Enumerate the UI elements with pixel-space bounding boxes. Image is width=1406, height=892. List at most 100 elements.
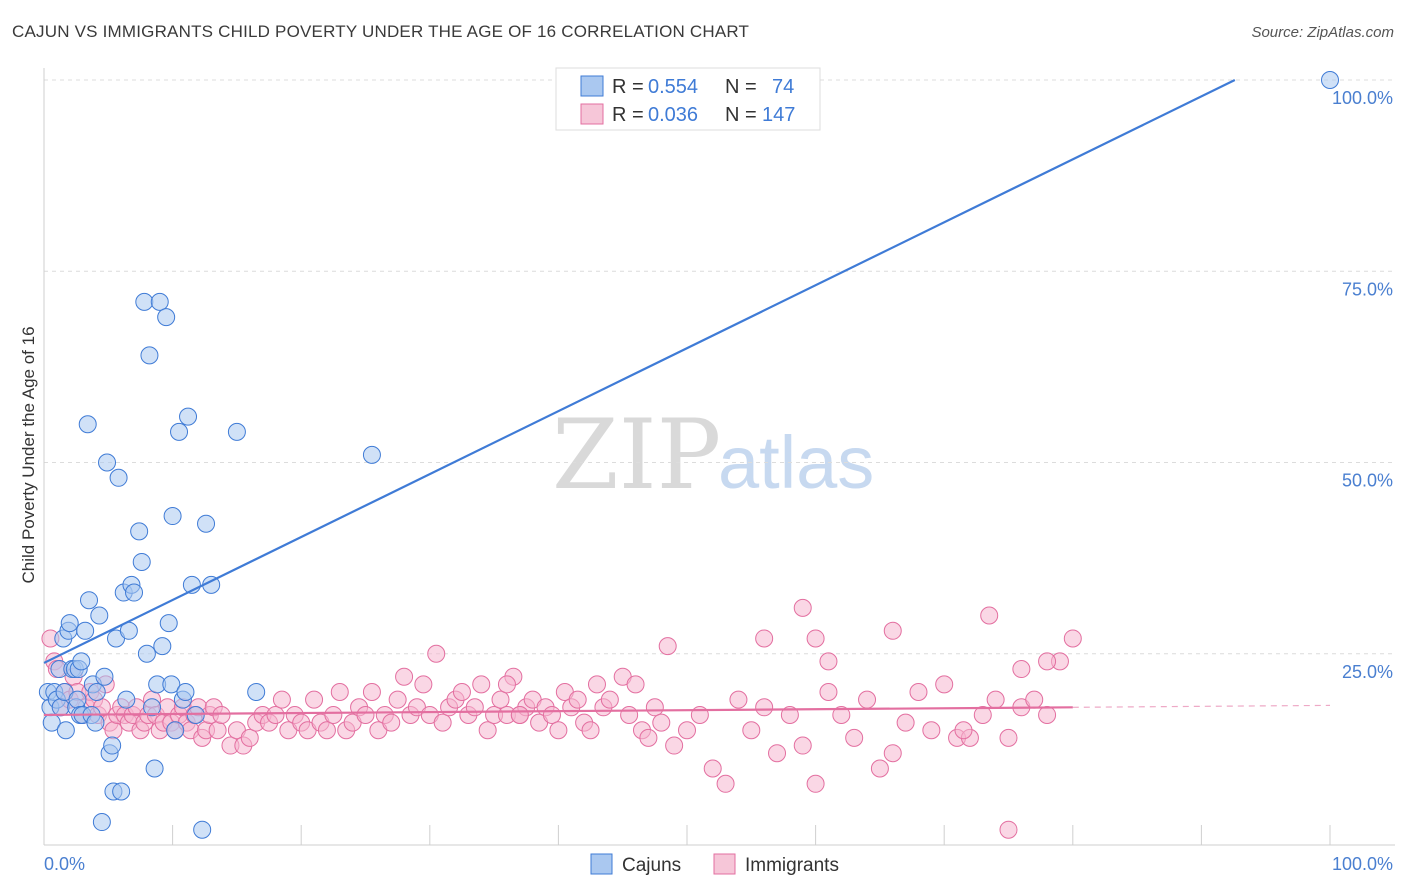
axes [43, 68, 1395, 846]
data-point [95, 667, 114, 686]
data-point [117, 690, 136, 709]
watermark-zip: ZIP [552, 399, 721, 511]
cajuns-points [38, 71, 1339, 839]
cajuns-trend-line [43, 79, 1236, 664]
data-point [755, 629, 774, 648]
data-point [768, 744, 787, 763]
data-point [883, 744, 902, 763]
data-point [999, 728, 1018, 747]
data-point [193, 820, 212, 839]
data-point [870, 759, 889, 778]
data-point [665, 736, 684, 755]
legend-swatch-cajuns [580, 75, 604, 97]
data-point [909, 683, 928, 701]
data-point [742, 721, 761, 740]
data-point [600, 690, 619, 709]
data-point [240, 728, 259, 747]
data-point [51, 698, 70, 717]
legend-swatch-immigrants [580, 103, 604, 125]
data-point [806, 629, 825, 648]
data-point [472, 675, 491, 694]
data-point [157, 308, 176, 327]
data-point [658, 637, 677, 656]
data-point [626, 675, 645, 694]
data-point [356, 705, 375, 724]
chart-title: CAJUN VS IMMIGRANTS CHILD POVERTY UNDER … [12, 22, 750, 41]
data-point [170, 422, 189, 441]
data-point [973, 705, 992, 724]
data-point [645, 698, 664, 717]
data-point [80, 591, 99, 610]
data-point [112, 782, 131, 801]
data-point [87, 683, 106, 701]
data-point [896, 713, 915, 732]
data-point [388, 690, 407, 709]
data-point [999, 820, 1018, 839]
data-point [806, 774, 825, 793]
data-point [832, 705, 851, 724]
data-point [780, 705, 799, 724]
data-point [60, 614, 79, 633]
data-point [166, 721, 185, 740]
data-point [56, 721, 75, 740]
data-point [639, 728, 658, 747]
data-point [491, 690, 510, 709]
legend-r-label-1: R = [612, 76, 644, 98]
data-point [76, 621, 95, 640]
data-point [78, 415, 97, 434]
data-point [819, 683, 838, 701]
data-point [755, 698, 774, 717]
data-point [208, 721, 227, 740]
immigrants-trend-line [43, 706, 1073, 717]
trend-lines [43, 79, 1331, 717]
data-point [179, 407, 198, 426]
y-tick-label: 75.0% [1342, 279, 1393, 299]
data-point [581, 721, 600, 740]
legend-n-label-2: N = [725, 104, 757, 126]
data-point [793, 736, 812, 755]
bottom-legend-swatch-cajuns [590, 853, 613, 875]
legend-box: R = 0.554 N = 74 R = 0.036 N = 147 [555, 67, 821, 131]
data-point [465, 698, 484, 717]
legend-n-label-1: N = [725, 76, 757, 98]
data-point [162, 675, 181, 694]
data-point [103, 736, 122, 755]
data-point [954, 721, 973, 740]
data-point [163, 507, 182, 526]
data-point [137, 644, 156, 663]
data-point [305, 690, 324, 709]
data-point [98, 453, 117, 472]
data-point [497, 675, 516, 694]
data-point [819, 652, 838, 671]
data-point [568, 690, 587, 709]
data-point [247, 683, 266, 701]
data-point [883, 621, 902, 640]
data-point [729, 690, 748, 709]
data-point [72, 652, 91, 671]
legend-r-value-2: 0.036 [648, 104, 698, 126]
data-point [395, 667, 414, 686]
data-point [793, 598, 812, 617]
immigrants-trend-extension [1072, 704, 1331, 708]
bottom-legend-cajuns: Cajuns [622, 855, 681, 876]
bottom-legend-swatch-immigrants [713, 853, 736, 875]
bottom-legend: Cajuns Immigrants [590, 853, 839, 876]
data-point [143, 698, 162, 717]
data-point [986, 690, 1005, 709]
data-point [1025, 690, 1044, 709]
tick-labels: 100.0% 75.0% 50.0% 25.0% 0.0% 100.0% [44, 88, 1393, 874]
data-point [678, 721, 696, 740]
data-point [362, 683, 381, 701]
data-point [652, 713, 671, 732]
y-axis-label: Child Poverty Under the Age of 16 [19, 326, 38, 583]
data-point [858, 690, 877, 709]
data-point [176, 683, 195, 701]
data-point [130, 522, 149, 541]
data-point [68, 690, 87, 709]
data-point [135, 292, 154, 311]
source-note: Source: ZipAtlas.com [1251, 24, 1394, 41]
data-point [1012, 660, 1031, 679]
x-tick-label-right: 100.0% [1332, 854, 1393, 874]
data-point [414, 675, 433, 694]
data-point [125, 583, 144, 602]
